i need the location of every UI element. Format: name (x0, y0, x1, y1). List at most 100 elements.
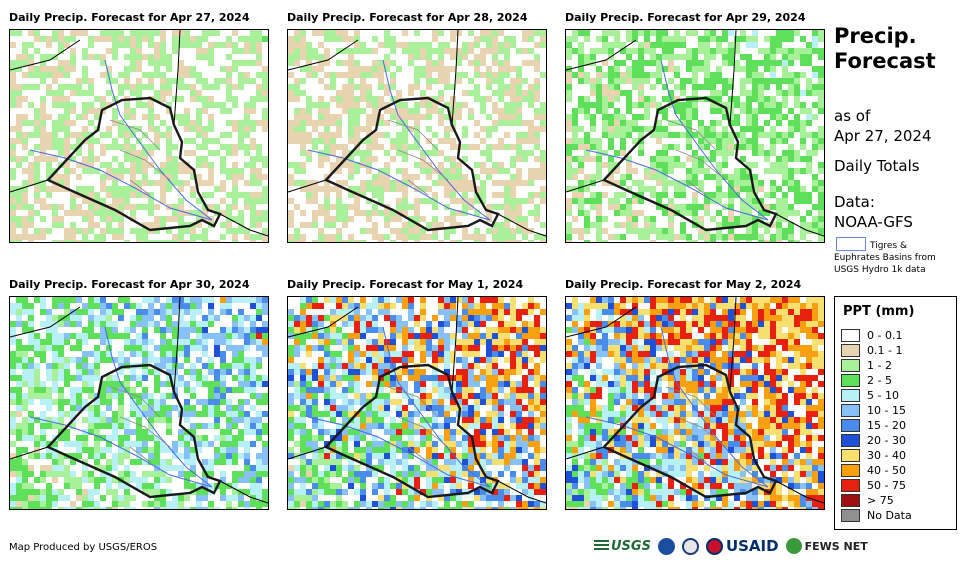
precip-cell (22, 72, 28, 78)
precip-cell (348, 192, 354, 198)
precip-cell (396, 321, 402, 327)
precip-cell (384, 54, 390, 60)
precip-cell (312, 387, 318, 393)
precip-cell (444, 447, 450, 453)
precip-cell (160, 507, 166, 509)
precip-cell (492, 441, 498, 447)
precip-cell (262, 303, 268, 309)
precip-cell (118, 174, 124, 180)
precip-cell (788, 126, 794, 132)
precip-cell (214, 417, 220, 423)
province-boundary (109, 119, 171, 196)
precip-cell (10, 309, 16, 315)
precip-cell (602, 108, 608, 114)
precip-cell (76, 363, 82, 369)
precip-cell (70, 441, 76, 447)
precip-cell (22, 228, 28, 234)
precip-cell (782, 192, 788, 198)
precip-cell (528, 297, 534, 303)
precip-cell (232, 351, 238, 357)
precip-cell (662, 30, 668, 36)
precip-cell (250, 303, 256, 309)
precip-cell (214, 369, 220, 375)
precip-cell (758, 48, 764, 54)
precip-cell (390, 321, 396, 327)
precip-cell (522, 303, 528, 309)
precip-cell (306, 447, 312, 453)
precip-cell (112, 36, 118, 42)
precip-cell (540, 192, 546, 198)
precip-cell (528, 168, 534, 174)
precip-cell (498, 387, 504, 393)
precip-cell (354, 393, 360, 399)
precip-cell (118, 351, 124, 357)
precip-cell (214, 150, 220, 156)
precip-cell (740, 204, 746, 210)
precip-cell (100, 495, 106, 501)
precip-cell (112, 78, 118, 84)
precip-cell (256, 357, 262, 363)
precip-cell (262, 489, 268, 495)
precip-cell (238, 174, 244, 180)
precip-cell (136, 459, 142, 465)
precip-cell (420, 381, 426, 387)
precip-cell (540, 156, 546, 162)
precip-cell (566, 114, 572, 120)
precip-cell (202, 405, 208, 411)
precip-cell (28, 489, 34, 495)
precip-cell (202, 315, 208, 321)
precip-cell (52, 216, 58, 222)
precip-cell (414, 48, 420, 54)
precip-cell (28, 120, 34, 126)
precip-cell (456, 60, 462, 66)
precip-cell (208, 309, 214, 315)
precip-cell (680, 204, 686, 210)
precip-cell (88, 387, 94, 393)
precip-cell (602, 84, 608, 90)
precip-cell (226, 84, 232, 90)
precip-cell (728, 192, 734, 198)
precip-cell (794, 120, 800, 126)
precip-cell (384, 399, 390, 405)
precip-cell (88, 321, 94, 327)
precip-cell (578, 180, 584, 186)
precip-cell (208, 303, 214, 309)
precip-cell (414, 42, 420, 48)
precip-cell (208, 411, 214, 417)
precip-cell (770, 108, 776, 114)
precip-cell (456, 54, 462, 60)
precip-cell (782, 90, 788, 96)
precip-cell (154, 405, 160, 411)
precip-cell (208, 60, 214, 66)
precip-cell (28, 381, 34, 387)
precip-cell (456, 321, 462, 327)
precip-cell (94, 315, 100, 321)
precip-cell (142, 36, 148, 42)
precip-cell (486, 393, 492, 399)
precip-cell (330, 357, 336, 363)
precip-cell (76, 507, 82, 509)
precip-cell (256, 429, 262, 435)
precip-cell (492, 180, 498, 186)
precip-cell (166, 84, 172, 90)
precip-cell (746, 126, 752, 132)
precip-cell (82, 303, 88, 309)
precip-cell (572, 72, 578, 78)
precip-cell (348, 132, 354, 138)
precip-cell (728, 210, 734, 216)
precip-cell (390, 216, 396, 222)
precip-cell (698, 66, 704, 72)
precip-cell (312, 297, 318, 303)
precip-cell (100, 387, 106, 393)
precip-cell (178, 114, 184, 120)
precip-cell (70, 90, 76, 96)
precip-cell (468, 453, 474, 459)
precip-cell (148, 357, 154, 363)
precip-cell (384, 168, 390, 174)
precip-cell (354, 303, 360, 309)
precip-cell (324, 84, 330, 90)
precip-cell (40, 180, 46, 186)
precip-cell (734, 42, 740, 48)
precip-cell (318, 78, 324, 84)
precip-cell (154, 321, 160, 327)
